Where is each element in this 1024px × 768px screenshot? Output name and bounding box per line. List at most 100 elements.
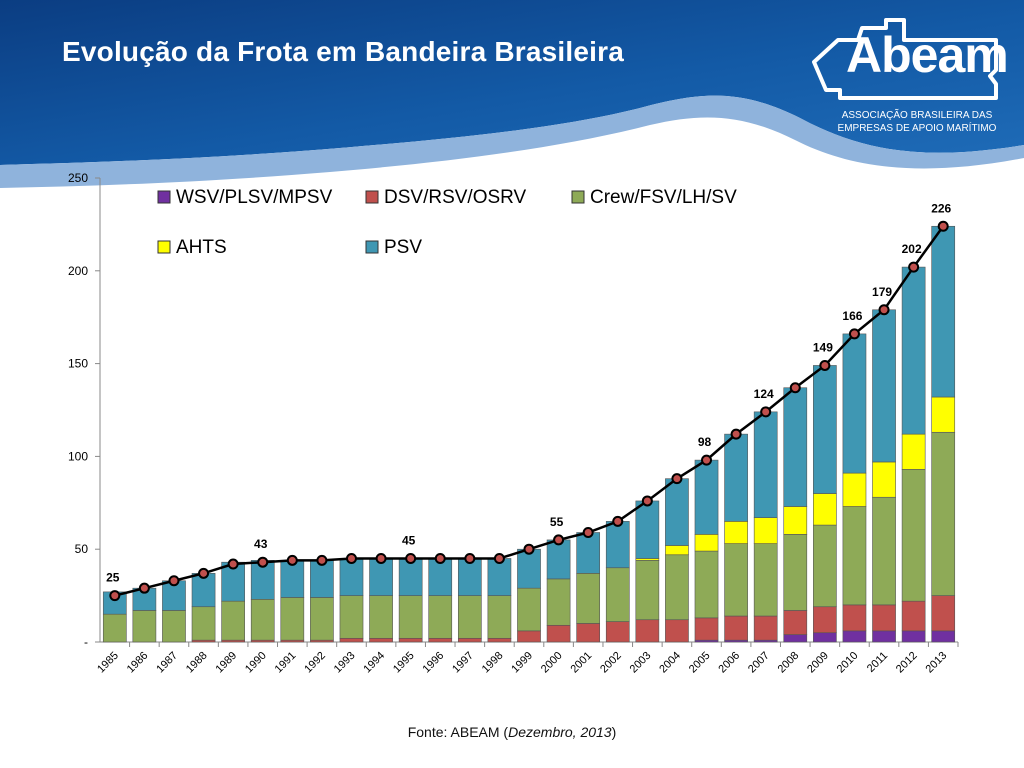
bar-segment (517, 587, 541, 632)
total-data-label: 25 (106, 571, 120, 585)
x-tick-label: 2013 (924, 650, 950, 676)
bar-segment (546, 539, 571, 580)
y-tick-label: 100 (68, 449, 88, 463)
x-tick-label: 2004 (657, 650, 683, 676)
page-title: Evolução da Frota em Bandeira Brasileira (62, 36, 624, 67)
bar-segment (487, 637, 512, 643)
bar-segment (221, 600, 245, 641)
x-tick-label: 2001 (568, 650, 594, 676)
x-tick-label: 1999 (509, 650, 535, 676)
bar-segment (635, 619, 660, 643)
total-data-label: 98 (698, 435, 712, 449)
bar-segment (783, 534, 808, 611)
total-point (316, 554, 328, 566)
bar-segment (576, 532, 601, 574)
bar-segment (428, 595, 453, 639)
bar-segment (250, 599, 275, 641)
x-tick-label: 1995 (391, 650, 417, 676)
x-tick-label: 1993 (332, 650, 358, 676)
x-tick-label: 1991 (273, 650, 299, 676)
total-point (730, 428, 742, 440)
total-point (464, 552, 476, 564)
bar-segment (694, 550, 719, 619)
x-tick-label: 1997 (450, 650, 476, 676)
bar-segment (576, 623, 601, 643)
bar-segment (813, 632, 837, 643)
bar-segment (398, 637, 423, 643)
y-tick-label: 200 (68, 264, 88, 278)
header-background (0, 0, 1024, 188)
bar-segment (665, 554, 689, 621)
bar-segment (901, 433, 926, 470)
bar-segment (872, 604, 896, 632)
bar-segment (724, 433, 748, 522)
legend-swatch (157, 240, 171, 254)
logo-subtitle-line1: ASSOCIAÇÃO BRASILEIRA DAS (841, 110, 993, 121)
bar-segment (872, 309, 896, 463)
bar-segment (605, 567, 630, 622)
x-tick-label: 1987 (154, 650, 180, 676)
bar-segment (931, 431, 956, 596)
bar-segment (931, 595, 956, 632)
x-tick-label: 1990 (243, 650, 269, 676)
source-date: Dezembro, 2013 (508, 724, 612, 740)
x-tick-label: 2009 (805, 650, 831, 676)
bar-segment (724, 521, 748, 544)
x-tick-label: 1994 (361, 650, 387, 676)
x-tick-label: 1989 (213, 650, 239, 676)
ship-outline-icon (812, 18, 998, 100)
bar-segment (398, 558, 423, 596)
total-point (109, 590, 121, 602)
bar-segment (546, 624, 571, 643)
total-point (138, 582, 150, 594)
total-data-label: 149 (813, 340, 833, 354)
bar-segment (457, 637, 482, 643)
x-tick-label: 1988 (184, 650, 210, 676)
bar-segment (753, 543, 778, 617)
total-data-label: 202 (902, 242, 922, 256)
bar-segment (310, 597, 334, 641)
x-tick-label: 2012 (894, 650, 920, 676)
bar-segment (813, 606, 837, 634)
x-tick-label: 2000 (539, 650, 565, 676)
total-point (671, 473, 683, 485)
bar-segment (635, 500, 660, 559)
bar-segment (457, 558, 482, 596)
bar-segment (724, 543, 748, 617)
total-point (523, 543, 535, 555)
bar-segment (369, 637, 393, 643)
total-data-label: 166 (842, 309, 862, 323)
total-point (641, 495, 653, 507)
bar-segment (842, 506, 867, 606)
bar-segment (132, 610, 157, 643)
bar-segment (931, 396, 956, 433)
bar-segment (517, 548, 541, 589)
bar-segment (783, 506, 808, 535)
total-point (878, 304, 890, 316)
total-point (612, 515, 624, 527)
total-point (227, 558, 239, 570)
total-data-label: 124 (754, 387, 774, 401)
total-point (819, 359, 831, 371)
bar-segment (901, 266, 926, 435)
bar-segment (605, 621, 630, 643)
legend-label: WSV/PLSV/MPSV (176, 187, 333, 208)
bar-segment (665, 478, 689, 546)
total-data-label: 45 (402, 533, 416, 547)
x-tick-label: 1998 (480, 650, 506, 676)
bar-segment (339, 595, 364, 639)
total-point (168, 575, 180, 587)
bar-segment (694, 617, 719, 641)
bar-segment (605, 521, 630, 569)
bar-segment (753, 411, 778, 518)
bar-segment (694, 534, 719, 552)
bar-segment (901, 630, 926, 643)
legend-label: PSV (384, 237, 422, 258)
bar-segment (310, 560, 334, 598)
y-tick-label: 250 (68, 171, 88, 185)
bar-segment (694, 459, 719, 535)
bar-segment (428, 558, 453, 596)
source-prefix: Fonte: ABEAM ( (407, 724, 509, 740)
bar-segment (842, 472, 867, 507)
